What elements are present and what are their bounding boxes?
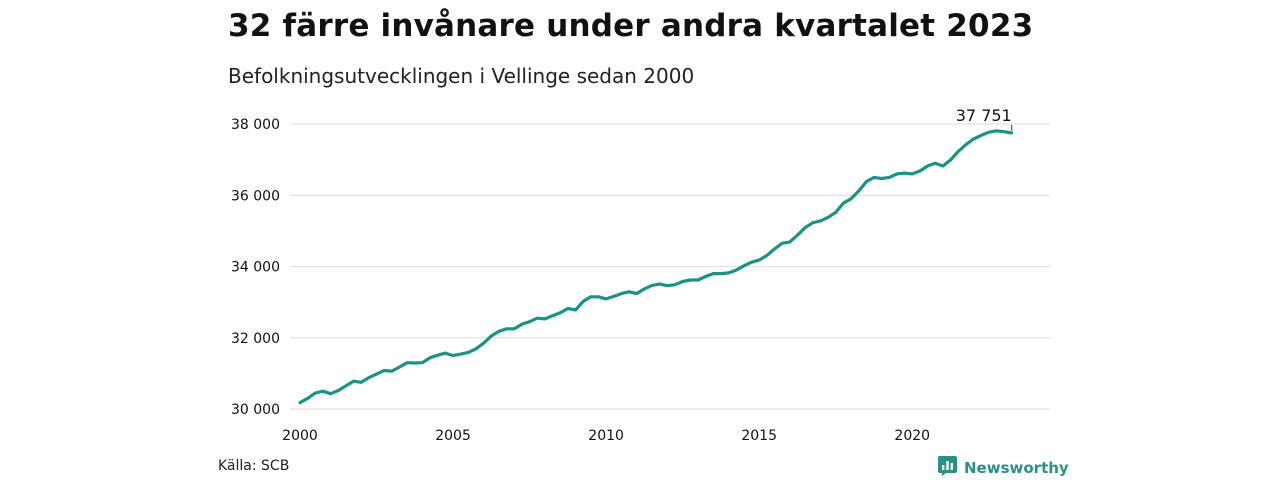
x-tick-label: 2015 xyxy=(741,428,777,444)
x-tick-label: 2020 xyxy=(894,428,930,444)
series-line xyxy=(298,129,1014,405)
x-tick-label: 2010 xyxy=(588,428,624,444)
y-tick-label: 36 000 xyxy=(231,188,280,204)
x-tick-label: 2005 xyxy=(435,428,471,444)
chart-subtitle: Befolkningsutvecklingen i Vellinge sedan… xyxy=(228,64,695,88)
y-tick-label: 34 000 xyxy=(231,260,280,276)
chart-title: 32 färre invånare under andra kvartalet … xyxy=(228,8,1034,44)
y-tick-label: 38 000 xyxy=(231,117,280,133)
chart-bubble-icon xyxy=(938,456,957,480)
y-tick-label: 32 000 xyxy=(231,331,280,347)
end-value-label: 37 751 xyxy=(956,106,1012,125)
y-tick-label: 30 000 xyxy=(231,402,280,418)
x-tick-label: 2000 xyxy=(282,428,318,444)
newsworthy-logo[interactable]: Newsworthy xyxy=(938,456,1069,480)
source-note: Källa: SCB xyxy=(218,458,290,474)
brand-name: Newsworthy xyxy=(964,459,1069,477)
